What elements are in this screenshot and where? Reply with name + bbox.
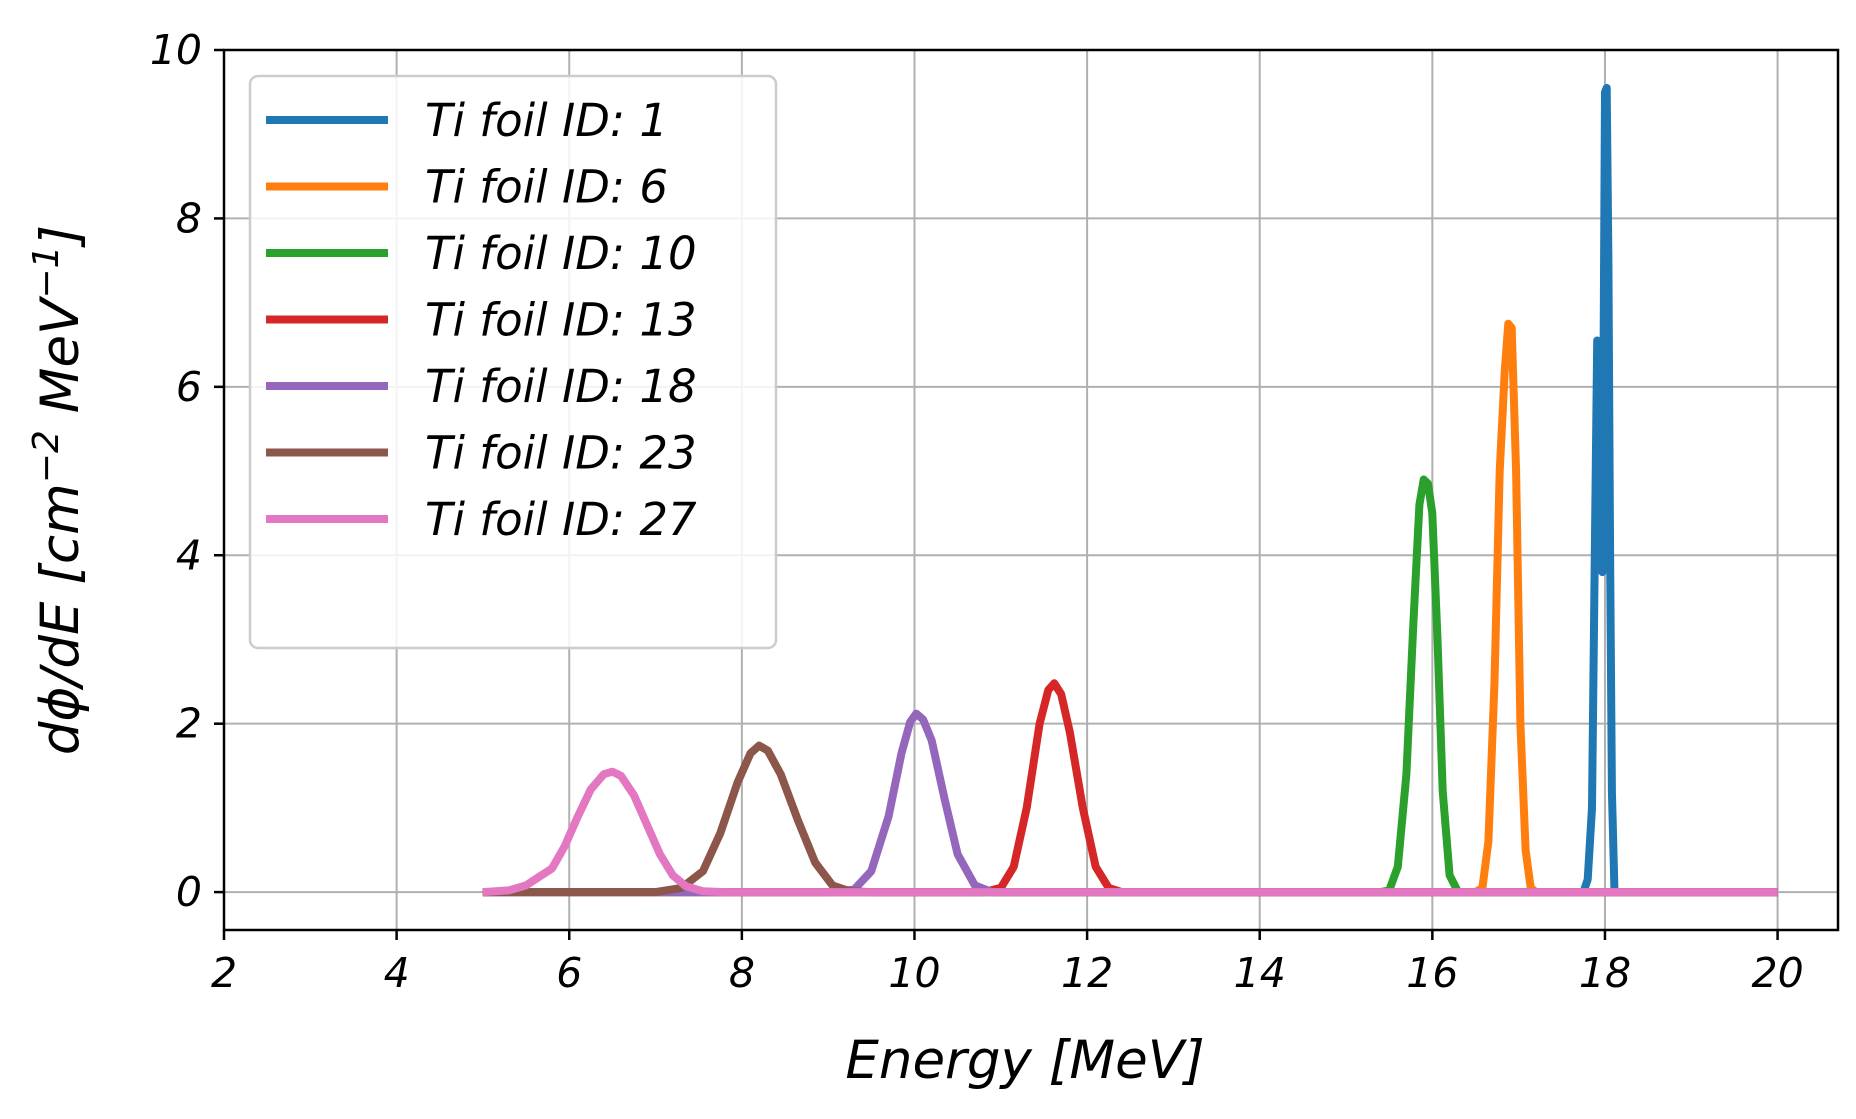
y-axis-label-exp1: −2 <box>26 430 67 483</box>
x-tick-label: 20 <box>1751 949 1803 997</box>
x-tick-label: 16 <box>1406 949 1458 997</box>
series-line-1 <box>482 83 1778 897</box>
series-line-7 <box>482 767 1778 897</box>
legend-label: Ti foil ID: 18 <box>425 360 697 413</box>
legend-label: Ti foil ID: 23 <box>425 427 697 480</box>
legend-label: Ti foil ID: 13 <box>425 294 697 347</box>
x-tick-label: 2 <box>211 949 237 997</box>
legend-box <box>248 74 778 650</box>
series-line-4 <box>482 679 1778 897</box>
x-tick-label: 12 <box>1061 949 1113 997</box>
legend-label: Ti foil ID: 27 <box>425 493 697 546</box>
legend-label: Ti foil ID: 1 <box>425 94 668 147</box>
x-tick-label: 4 <box>384 949 410 997</box>
x-tick-label: 6 <box>556 949 582 997</box>
y-tick-label: 8 <box>176 194 202 242</box>
y-axis-label-close: ] <box>30 225 91 249</box>
y-tick-label: 0 <box>176 868 202 916</box>
x-tick-label: 8 <box>729 949 755 997</box>
x-axis-label: Energy [MeV] <box>845 1030 1204 1091</box>
series-group <box>482 83 1778 897</box>
y-axis-label-unit: MeV <box>30 295 91 430</box>
series-line-5 <box>482 709 1778 897</box>
x-tick-label: 14 <box>1234 949 1286 997</box>
y-tick-label: 4 <box>176 531 202 579</box>
y-tick-label: 2 <box>176 700 202 748</box>
x-tick-label: 18 <box>1579 949 1631 997</box>
legend: Ti foil ID: 1 Ti foil ID: 6 Ti foil ID: 10… <box>248 74 778 650</box>
ticks <box>214 48 1779 940</box>
legend-items: Ti foil ID: 1 Ti foil ID: 6 Ti foil ID: 10… <box>266 94 697 546</box>
legend-label: Ti foil ID: 10 <box>425 227 697 280</box>
y-axis-label-main: dϕ/dE [cm <box>30 483 91 755</box>
y-axis-label: dϕ/dE [cm−2 MeV−1] <box>26 225 92 755</box>
y-tick-label: 10 <box>150 26 202 74</box>
series-line-3 <box>482 475 1778 897</box>
x-tick-label: 10 <box>888 949 940 997</box>
legend-label: Ti foil ID: 6 <box>425 161 668 214</box>
y-axis-label-exp2: −1 <box>26 246 67 299</box>
y-tick-label: 6 <box>176 363 202 411</box>
series-line-2 <box>482 319 1778 897</box>
plot-frame <box>222 48 1840 932</box>
